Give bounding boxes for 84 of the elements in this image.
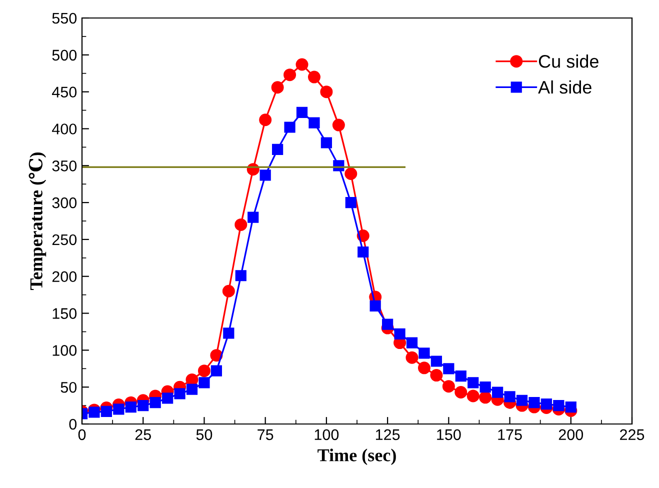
point xyxy=(382,318,394,330)
point xyxy=(430,369,443,382)
y-tick-label: 400 xyxy=(52,124,77,134)
point xyxy=(468,377,479,388)
x-tick-label: 25 xyxy=(135,429,151,440)
point xyxy=(480,382,491,393)
point xyxy=(492,386,504,398)
point xyxy=(296,58,308,71)
x-tick-label: 0 xyxy=(78,429,86,440)
y-axis-title: Temperature (℃) xyxy=(28,152,46,290)
x-tick-label: 125 xyxy=(376,429,400,440)
y-tick-label: 550 xyxy=(52,12,77,24)
legend-label: Cu side xyxy=(538,54,598,68)
point xyxy=(125,401,136,413)
point xyxy=(222,284,235,298)
point xyxy=(406,337,418,348)
point xyxy=(516,394,528,406)
x-tick-label: 225 xyxy=(620,429,644,440)
x-axis-title: Time (sec) xyxy=(318,448,396,466)
y-tick-label: 100 xyxy=(52,345,77,356)
y-tick-label: 0 xyxy=(69,418,77,430)
point xyxy=(308,117,320,128)
x-tick-label: 75 xyxy=(258,429,274,440)
point xyxy=(308,70,320,84)
point xyxy=(235,270,246,282)
point xyxy=(260,170,271,181)
point xyxy=(272,144,284,155)
y-tick-label: 200 xyxy=(52,271,77,282)
point xyxy=(504,391,516,402)
point xyxy=(223,328,234,339)
point xyxy=(100,406,112,418)
point xyxy=(370,300,381,312)
point xyxy=(271,81,284,94)
y-tick-label: 300 xyxy=(52,197,77,208)
y-tick-label: 500 xyxy=(52,50,77,61)
point xyxy=(443,363,454,374)
point xyxy=(210,349,223,362)
point xyxy=(320,137,332,148)
point xyxy=(455,370,466,382)
point xyxy=(162,392,174,404)
point xyxy=(284,122,296,133)
point xyxy=(553,400,564,412)
point xyxy=(454,386,468,399)
point xyxy=(113,404,124,415)
point xyxy=(296,106,308,118)
point xyxy=(186,384,198,395)
point xyxy=(394,328,406,340)
point xyxy=(358,246,369,258)
y-tick-label: 350 xyxy=(52,160,77,172)
point xyxy=(150,397,161,408)
y-tick-label: 250 xyxy=(52,234,77,246)
point xyxy=(418,348,430,359)
point xyxy=(320,86,333,98)
y-tick-label: 450 xyxy=(52,86,77,98)
point xyxy=(479,391,492,404)
point xyxy=(138,400,149,412)
point xyxy=(248,212,259,223)
point xyxy=(442,380,455,393)
y-tick-label: 50 xyxy=(60,382,77,393)
point xyxy=(430,356,442,367)
point xyxy=(406,351,418,364)
y-tick-label: 150 xyxy=(52,308,77,319)
point xyxy=(210,365,222,376)
point xyxy=(418,362,430,374)
x-tick-label: 175 xyxy=(498,429,522,440)
point xyxy=(198,377,210,388)
point xyxy=(344,168,358,180)
point xyxy=(332,118,345,132)
point xyxy=(88,406,100,418)
point xyxy=(565,401,576,413)
point xyxy=(528,397,540,408)
point xyxy=(540,398,552,410)
point xyxy=(466,390,480,402)
point xyxy=(234,218,248,231)
point xyxy=(174,388,186,400)
point xyxy=(259,114,272,126)
point xyxy=(198,364,210,378)
x-tick-label: 100 xyxy=(314,429,339,440)
legend-label: Al side xyxy=(538,80,592,94)
point xyxy=(284,68,296,82)
point xyxy=(345,196,356,208)
x-tick-label: 200 xyxy=(558,429,584,440)
x-tick-label: 150 xyxy=(437,429,461,440)
x-tick-label: 50 xyxy=(196,429,212,440)
